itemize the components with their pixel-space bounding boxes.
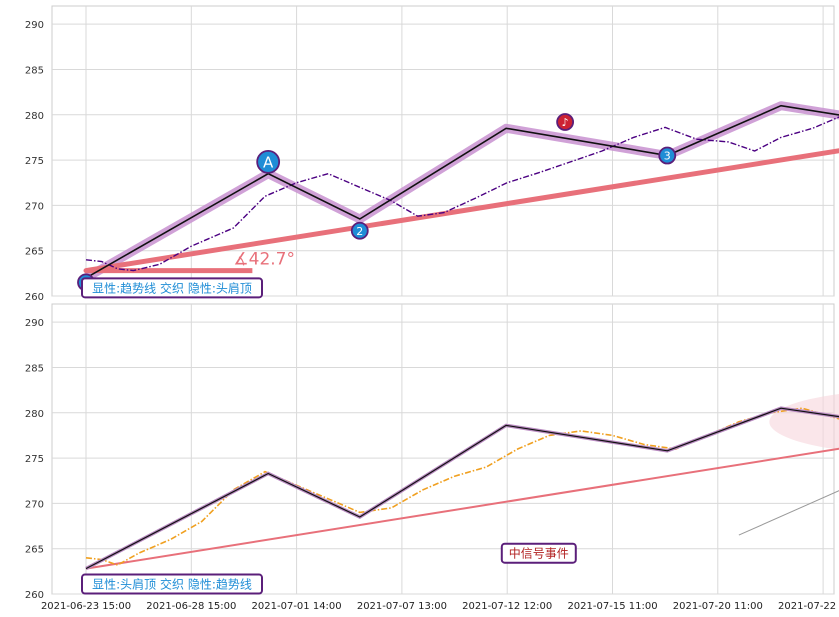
- bottom-ytick-label: 280: [25, 409, 44, 420]
- x-tick-label: 2021-07-01 14:00: [252, 601, 342, 612]
- bottom-ytick-label: 290: [25, 318, 44, 329]
- bottom-plot-frame: [51, 303, 835, 595]
- top-ytick-label: 260: [25, 292, 44, 303]
- top-ytick-label: 275: [25, 156, 44, 167]
- bottom-trendline: [85, 447, 839, 570]
- bottom-ytick-label: 275: [25, 454, 44, 465]
- bottom-ytick-label: 265: [25, 545, 44, 556]
- top-panel: 260265270275280285290∡42.7°A234B♪♫♬♭显性:趋…: [25, 5, 839, 303]
- signal-event-label: 中信号事件: [509, 546, 569, 561]
- top-ytick-label: 285: [25, 65, 44, 76]
- marker-label: ♪: [562, 116, 569, 129]
- bottom-caption-label-box: [81, 573, 263, 595]
- top-series-dashdot: [85, 116, 839, 272]
- bottom-ytick-label: 285: [25, 363, 44, 374]
- top-trendline: [83, 148, 839, 274]
- bottom-ytick-label: 260: [25, 590, 44, 601]
- marker-label: 3: [664, 150, 671, 163]
- x-tick-label: 2021-06-28 15:00: [146, 601, 236, 612]
- signal-event-label-box: [500, 542, 577, 564]
- top-ytick-label: 290: [25, 20, 44, 31]
- marker-label: A: [263, 153, 274, 171]
- top-plot-frame: [51, 5, 835, 297]
- x-axis: 2021-06-23 15:00 2021-06-28 15:00 2021-07-…: [41, 601, 839, 612]
- top-caption-label-box: [81, 277, 263, 299]
- x-tick-label: 2021-06-23 15:00: [41, 601, 131, 612]
- x-tick-label: 2021-07-20 11:00: [673, 601, 763, 612]
- marker-♪: [556, 113, 575, 131]
- marker-A: [256, 149, 281, 174]
- bottom-caption-label: 显性:头肩顶 交织 隐性:趋势线: [92, 577, 252, 592]
- top-caption-label: 显性:趋势线 交织 隐性:头肩顶: [92, 280, 252, 295]
- top-ytick-label: 265: [25, 247, 44, 258]
- bottom-ytick-label: 270: [25, 499, 44, 510]
- x-tick-label: 2021-07-22 12:00: [778, 601, 839, 612]
- marker-2: [350, 221, 369, 240]
- top-ytick-label: 280: [25, 111, 44, 122]
- marker-3: [658, 146, 677, 165]
- x-tick-label: 2021-07-12 12:00: [462, 601, 552, 612]
- bottom-panel: 260265270275280285290左肩头右肩颈线中信号事件特征交织区域显…: [25, 303, 839, 601]
- x-tick-label: 2021-07-07 13:00: [357, 601, 447, 612]
- bottom-series-zigzag: [85, 407, 839, 570]
- signal-event-arrow: [738, 490, 839, 536]
- x-tick-label: 2021-07-15 11:00: [567, 601, 657, 612]
- angle-label: ∡42.7°: [233, 249, 295, 269]
- top-ytick-label: 270: [25, 201, 44, 212]
- bottom-series-dashdot: [85, 407, 839, 566]
- marker-label: 2: [356, 225, 363, 238]
